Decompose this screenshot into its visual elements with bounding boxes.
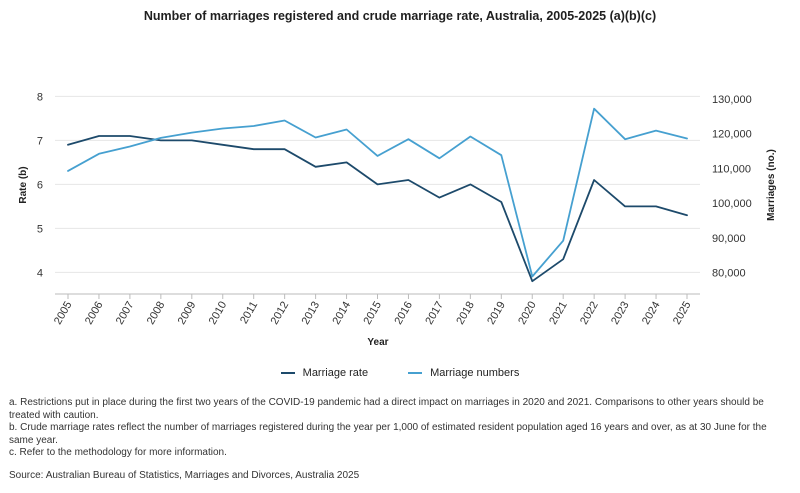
- left-axis: 4 5 6 7 8: [37, 91, 43, 279]
- legend-label-numbers: Marriage numbers: [430, 367, 520, 379]
- x-tick-label: 2019: [485, 300, 508, 327]
- right-axis: 80,000 90,000 100,000 110,000 120,000 130,000: [712, 94, 752, 280]
- y-right-tick-label: 100,000: [712, 198, 752, 210]
- y-right-tick-label: 80,000: [712, 268, 746, 280]
- footnote-b: b. Crude marriage rates reflect the numb…: [9, 422, 767, 446]
- x-tick-label: 2016: [392, 300, 415, 327]
- x-tick-label: 2024: [640, 300, 663, 327]
- legend-label-rate: Marriage rate: [302, 367, 369, 379]
- legend-item-numbers[interactable]: Marriage numbers: [408, 367, 519, 379]
- y-left-tick-label: 5: [37, 223, 43, 235]
- x-tick-label: 2017: [423, 300, 446, 327]
- x-tick-label: 2023: [609, 300, 632, 327]
- y-left-tick-label: 4: [37, 267, 43, 279]
- x-tick-label: 2008: [145, 300, 168, 327]
- x-tick-label: 2013: [300, 300, 323, 327]
- y-left-tick-label: 7: [37, 135, 43, 147]
- x-tick-label: 2020: [516, 300, 539, 327]
- x-tick-label: 2018: [454, 300, 477, 327]
- legend-item-rate[interactable]: Marriage rate: [280, 367, 369, 379]
- y-left-tick-label: 8: [37, 91, 43, 103]
- x-tick-label: 2025: [671, 300, 694, 327]
- x-tick-label: 2006: [83, 300, 106, 327]
- x-tick-label: 2005: [52, 300, 75, 327]
- x-tick-label: 2011: [238, 300, 260, 326]
- x-tick-label: 2021: [547, 300, 570, 327]
- x-tick-label: 2007: [114, 300, 137, 327]
- legend-swatch-rate: [280, 372, 295, 374]
- x-tick-label: 2022: [578, 300, 601, 327]
- y-right-tick-label: 130,000: [712, 94, 752, 106]
- y-axis-right-label: Marriages (no.): [766, 149, 777, 221]
- x-axis: 2005 2006 2007 2008 2009 2010 2011 2012 2013 2014…: [52, 293, 700, 327]
- x-tick-label: 2015: [361, 300, 384, 327]
- y-right-tick-label: 120,000: [712, 129, 752, 141]
- x-axis-label: Year: [367, 337, 388, 348]
- footnotes: a. Restrictions put in place during the …: [9, 397, 769, 460]
- footnote-a: a. Restrictions put in place during the …: [9, 397, 764, 421]
- series-lines: [67, 107, 688, 283]
- x-tick-label: 2014: [331, 300, 354, 327]
- line-chart: 4 5 6 7 8 80,000 90,000 100,000 110,000 120,000 1…: [18, 91, 777, 348]
- x-tick-label: 2009: [176, 300, 199, 327]
- footnote-c: c. Refer to the methodology for more inf…: [9, 447, 227, 459]
- legend-swatch-numbers: [408, 372, 423, 374]
- y-axis-left-label: Rate (b): [18, 166, 29, 203]
- series-line-marriage-numbers: [67, 107, 688, 278]
- series-line-marriage-rate: [67, 135, 688, 283]
- y-right-tick-label: 90,000: [712, 233, 746, 245]
- y-right-tick-label: 110,000: [712, 163, 751, 175]
- source-note: Source: Australian Bureau of Statistics,…: [9, 470, 360, 481]
- chart-title: Number of marriages registered and crude…: [143, 9, 657, 23]
- y-left-tick-label: 6: [37, 179, 43, 191]
- x-tick-label: 2010: [207, 300, 230, 327]
- x-tick-label: 2012: [269, 300, 292, 327]
- legend: Marriage rate Marriage numbers: [0, 367, 800, 379]
